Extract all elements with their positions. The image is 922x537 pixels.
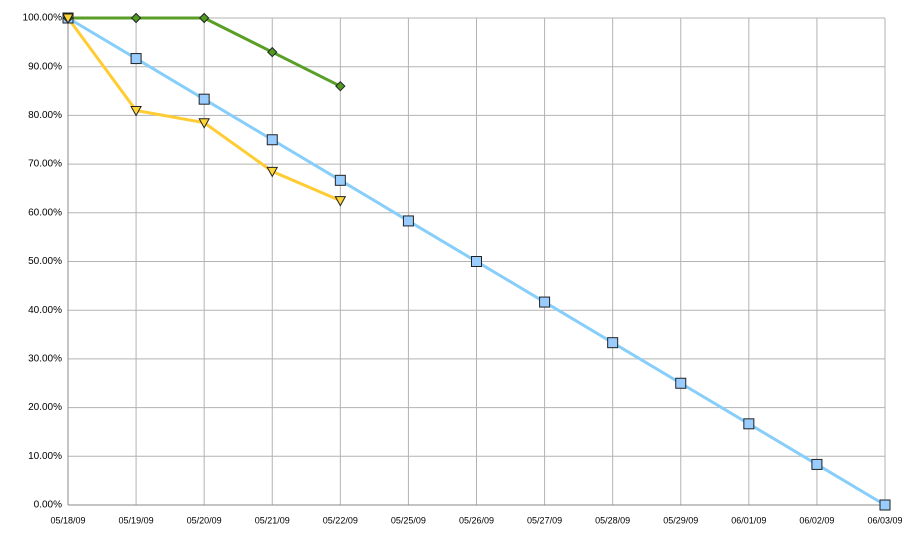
x-tick-label: 05/27/09 <box>527 515 562 525</box>
x-tick-label: 05/19/09 <box>119 515 154 525</box>
marker <box>402 215 414 227</box>
y-tick-label: 30.00% <box>28 354 62 365</box>
y-tick-label: 80.00% <box>28 110 62 121</box>
marker <box>266 166 279 178</box>
y-tick-label: 0.00% <box>34 500 62 511</box>
x-tick-label: 05/20/09 <box>187 515 222 525</box>
y-tick-label: 60.00% <box>28 207 62 218</box>
y-tick-label: 70.00% <box>28 159 62 170</box>
marker <box>879 499 891 511</box>
x-tick-label: 05/22/09 <box>323 515 358 525</box>
marker <box>539 296 551 308</box>
x-tick-label: 06/03/09 <box>867 515 902 525</box>
y-tick-label: 50.00% <box>28 256 62 267</box>
y-tick-label: 40.00% <box>28 305 62 316</box>
marker <box>130 53 142 65</box>
x-tick-label: 05/18/09 <box>50 515 85 525</box>
y-tick-label: 10.00% <box>28 451 62 462</box>
marker <box>266 134 278 146</box>
x-tick-label: 06/02/09 <box>799 515 834 525</box>
marker <box>471 256 482 267</box>
x-tick-label: 05/21/09 <box>255 515 290 525</box>
x-tick-label: 05/28/09 <box>595 515 630 525</box>
marker <box>335 80 346 92</box>
marker <box>334 196 347 207</box>
y-tick-label: 100.00% <box>23 13 63 24</box>
marker <box>62 13 74 25</box>
x-tick-label: 05/26/09 <box>459 515 494 525</box>
marker <box>130 12 142 24</box>
marker <box>743 418 755 430</box>
marker <box>675 377 687 389</box>
x-tick-label: 05/29/09 <box>663 515 698 525</box>
x-tick-label: 05/25/09 <box>391 515 426 525</box>
y-tick-label: 20.00% <box>28 402 62 413</box>
x-tick-label: 06/01/09 <box>731 515 766 525</box>
marker <box>607 337 619 349</box>
marker <box>334 174 346 186</box>
marker <box>130 106 142 117</box>
marker <box>198 12 210 24</box>
marker <box>198 93 210 105</box>
marker <box>198 118 211 129</box>
marker <box>267 46 278 58</box>
marker <box>811 458 823 470</box>
y-tick-label: 90.00% <box>28 61 62 72</box>
